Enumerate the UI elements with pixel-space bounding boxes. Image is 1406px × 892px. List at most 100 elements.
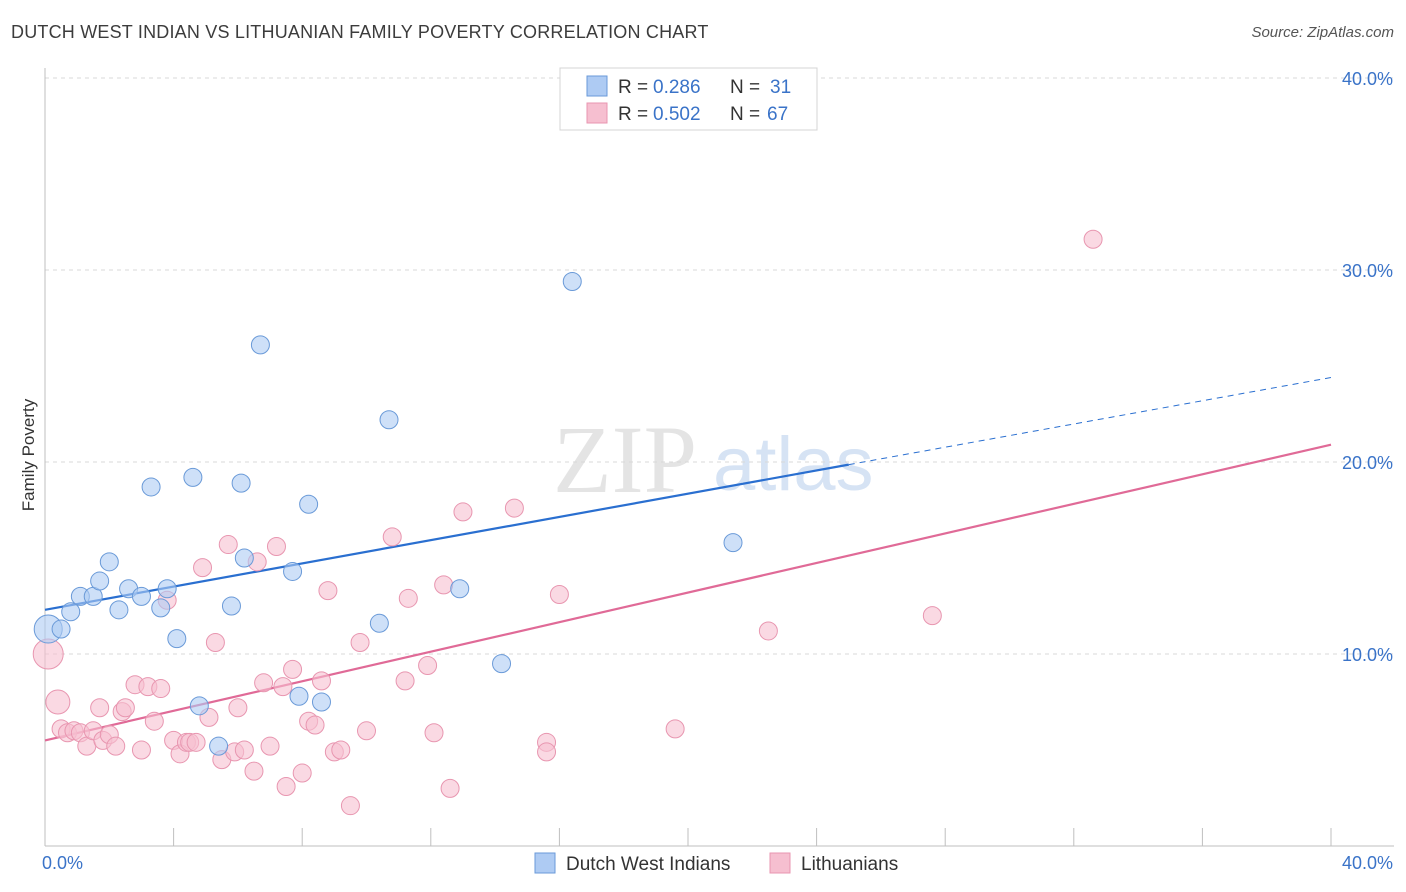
lithuanian-point [424,723,444,743]
lithuanian-point [45,689,71,715]
lithuanian-point [398,588,418,608]
lithuanian-point [340,796,360,816]
watermark-zip: ZIP [553,406,697,513]
dutch-west-indian-point [221,596,241,616]
y-tick-label: 40.0% [1342,69,1393,89]
lithuanian-point [395,671,415,691]
lithuanian-point [228,698,248,718]
lithuanian-point [549,584,569,604]
lithuanian-point [350,632,370,652]
lithuanian-point [106,736,126,756]
lithuanian-point [318,581,338,601]
lithuanian-point [453,502,473,522]
lithuanian-point [305,715,325,735]
y-tick-label: 30.0% [1342,261,1393,281]
dutch-west-indian-point [189,696,209,716]
dutch-west-indian-point [492,654,512,674]
bottom-legend-label-blue: Dutch West Indians [566,854,730,875]
bottom-legend-swatch-blue [534,852,556,874]
dutch-west-indian-point [151,598,171,618]
top-legend: R = 0.286 N = 31 R = 0.502 N = 67 [559,67,818,131]
lithuanian-point [292,763,312,783]
lithuanian-point [537,742,557,762]
lithuanian-point [260,736,280,756]
x-tick-label: 0.0% [42,853,83,873]
lithuanian-point [218,535,238,555]
lithuanian-point [234,740,254,760]
lithuanian-point [151,679,171,699]
lithuanian-point [254,673,274,693]
lithuanian-point [357,721,376,741]
dutch-west-indian-point [90,571,110,591]
dutch-west-indian-point [157,579,177,599]
dutch-west-indian-point [141,477,161,497]
dutch-west-indian-point [723,533,743,553]
chart-title: DUTCH WEST INDIAN VS LITHUANIAN FAMILY P… [11,22,709,42]
lithuanian-point [418,656,438,676]
lithuanian-point [131,740,151,760]
dutch-west-indian-point [299,494,319,514]
lithuanian-point [440,778,460,798]
dutch-west-indian-point [131,586,151,606]
lithuanian-point [144,711,164,731]
lithuanian-point [283,659,303,679]
axes: 10.0% 20.0% 30.0% 40.0% 0.0% 40.0% [42,68,1394,873]
dutch-west-indian-point [209,736,229,756]
bottom-legend-swatch-pink [769,852,791,874]
legend-n-value-blue: 31 [770,77,791,98]
grid-lines [45,77,1394,655]
lithuanian-point [311,671,331,691]
lithuanian-point [186,732,206,752]
dutch-west-indian-point [167,629,187,649]
dutch-west-indian-point [250,335,270,355]
dutch-west-indian-point [231,473,251,493]
y-tick-label: 10.0% [1342,645,1393,665]
legend-r-label-blue: R = [618,77,648,98]
legend-n-value-pink: 67 [767,104,788,125]
lithuanian-point [244,761,264,781]
y-tick-label: 20.0% [1342,453,1393,473]
lithuanian-point [1083,229,1103,249]
lithuanian-point [504,498,524,518]
legend-n-label-blue: N = [730,77,760,98]
lithuanian-point [273,677,293,697]
lithuanian-point [266,536,286,556]
lithuanian-point [665,719,685,739]
legend-r-value-pink: 0.502 [653,104,701,125]
legend-r-value-blue: 0.286 [653,77,701,98]
dutch-west-indian-point [369,613,389,633]
dutch-west-indian-point [450,579,470,599]
dutch-west-indian-trend-line [44,463,849,611]
legend-r-label-pink: R = [618,104,648,125]
lithuanian-point [922,606,942,626]
y-axis-label: Family Poverty [19,398,38,511]
data-points [32,229,1103,816]
x-tick-label: 40.0% [1342,853,1393,873]
dutch-west-indian-point [289,686,309,706]
dutch-west-indian-point [183,467,203,487]
dutch-west-indian-point [283,561,303,581]
lithuanian-point [276,776,296,796]
dutch-west-indian-point [234,548,254,568]
lithuanian-point [382,527,402,547]
legend-swatch-pink [586,102,608,124]
dutch-west-indian-point [99,552,119,572]
lithuanian-point [205,632,225,652]
bottom-legend: Dutch West Indians Lithuanians [534,852,898,875]
bottom-legend-label-pink: Lithuanians [801,854,898,875]
dutch-west-indian-point [311,692,331,712]
dutch-west-indian-point [379,410,399,430]
lithuanian-point [331,740,351,760]
dutch-west-indian-point [51,619,71,639]
lithuanian-point [115,698,135,718]
dutch-west-indian-trend-extension [848,377,1332,466]
lithuanian-point [758,621,778,641]
legend-n-label-pink: N = [730,104,760,125]
legend-swatch-blue [586,75,608,97]
lithuanian-point [90,698,110,718]
source-label: Source: ZipAtlas.com [1251,24,1394,41]
dutch-west-indian-point [562,272,582,292]
lithuanian-point [434,575,454,595]
lithuanian-point [193,558,213,578]
